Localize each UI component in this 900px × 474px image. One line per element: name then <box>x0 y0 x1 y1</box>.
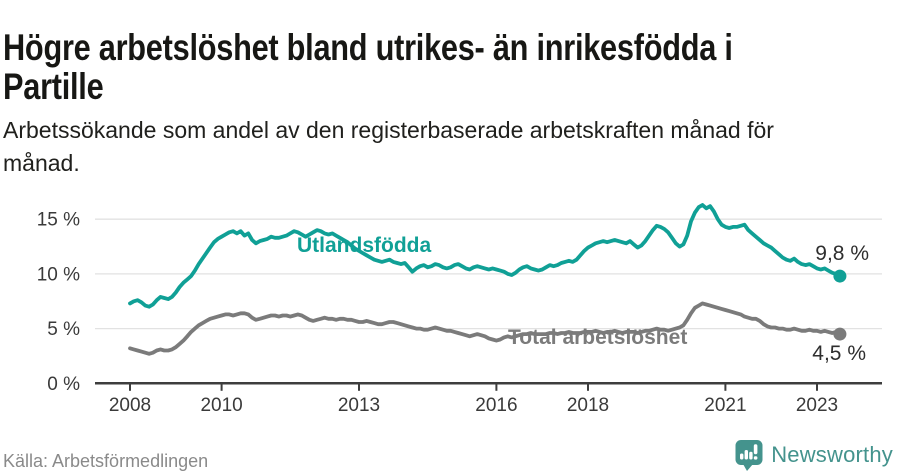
x-tick-label: 2016 <box>475 395 517 416</box>
newsworthy-logo[interactable]: Newsworthy <box>735 439 893 471</box>
x-tick-label: 2010 <box>200 395 242 416</box>
y-tick-label: 5 % <box>47 319 80 340</box>
series-line-utlandsfodda <box>128 203 842 309</box>
x-tick-label: 2008 <box>109 395 151 416</box>
chart-title-line2: Partille <box>3 65 104 107</box>
chart-title: Högre arbetslöshet bland utrikes- än inr… <box>3 28 900 106</box>
series-end-dot-utlandsfodda <box>833 269 847 283</box>
series-label-total: Total arbetslöshet <box>508 326 687 349</box>
source-label: Källa: Arbetsförmedlingen <box>3 451 209 471</box>
series-line-total <box>128 301 842 356</box>
y-tick-label: 10 % <box>37 264 80 285</box>
end-value-label-total: 4,5 % <box>812 342 866 365</box>
x-tick-label: 2021 <box>704 395 746 416</box>
x-tick-label: 2013 <box>338 395 380 416</box>
y-tick-label: 0 % <box>47 374 80 395</box>
newsworthy-logo-text: Newsworthy <box>771 442 893 467</box>
speech-bubble-barchart-icon <box>735 440 763 471</box>
series-label-utlandsfodda: Utlandsfödda <box>297 234 431 257</box>
y-tick-label: 15 % <box>37 210 80 231</box>
chart-title-line1: Högre arbetslöshet bland utrikes- än inr… <box>3 26 733 68</box>
chart-subtitle-line2: månad. <box>3 150 80 176</box>
x-tick-label: 2018 <box>567 395 609 416</box>
chart-subtitle-line1: Arbetssökande som andel av den registerb… <box>3 117 774 143</box>
series-end-dot-total <box>833 327 847 341</box>
chart-subtitle: Arbetssökande som andel av den registerb… <box>3 114 883 180</box>
end-value-label-utlandsfodda: 9,8 % <box>815 242 869 265</box>
x-tick-label: 2023 <box>796 395 838 416</box>
